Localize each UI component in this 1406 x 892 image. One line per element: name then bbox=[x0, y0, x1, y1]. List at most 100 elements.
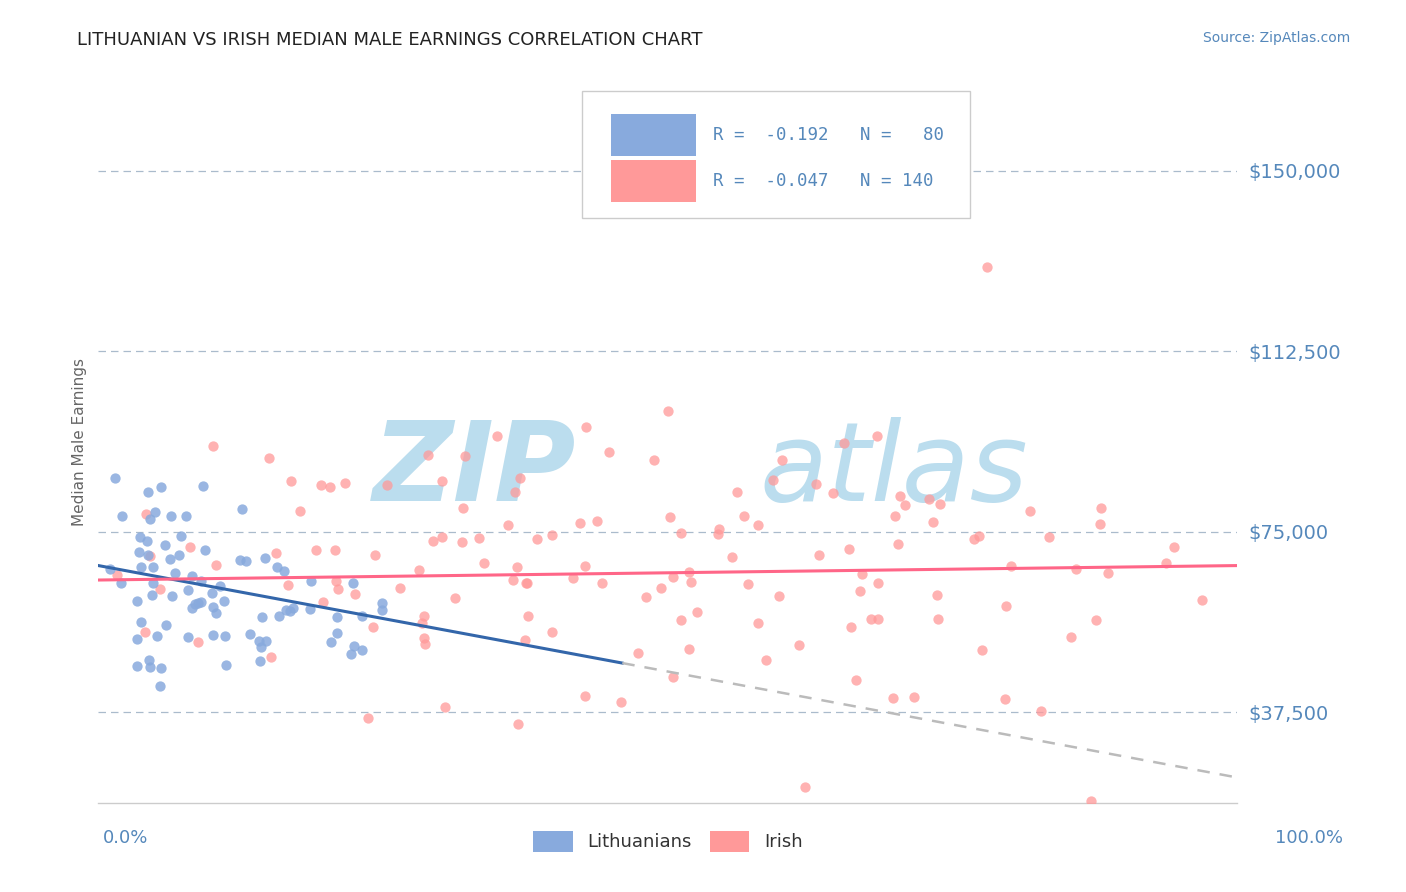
Point bbox=[1000, 559, 1022, 574]
Point bbox=[706, 527, 728, 541]
Point bbox=[183, 598, 205, 612]
Point bbox=[868, 612, 890, 626]
Point bbox=[138, 653, 160, 667]
Text: LITHUANIAN VS IRISH MEDIAN MALE EARNINGS CORRELATION CHART: LITHUANIAN VS IRISH MEDIAN MALE EARNINGS… bbox=[77, 31, 703, 49]
Point bbox=[202, 628, 225, 642]
Point bbox=[214, 629, 236, 643]
Point bbox=[177, 630, 200, 644]
Point bbox=[323, 542, 346, 557]
Point bbox=[610, 695, 633, 709]
Point bbox=[155, 538, 177, 552]
Point bbox=[149, 661, 172, 675]
Point bbox=[254, 633, 277, 648]
Point bbox=[343, 640, 366, 654]
Point bbox=[598, 445, 620, 459]
Point bbox=[413, 631, 436, 645]
Point bbox=[160, 508, 183, 523]
Point bbox=[169, 548, 191, 562]
Point bbox=[1019, 504, 1042, 518]
Point bbox=[1163, 541, 1185, 555]
Point bbox=[868, 575, 890, 590]
Point bbox=[250, 640, 273, 654]
Point bbox=[408, 563, 430, 577]
Point bbox=[468, 531, 491, 545]
Point bbox=[866, 429, 889, 443]
Point bbox=[136, 485, 159, 500]
Point bbox=[231, 502, 253, 516]
Legend: Lithuanians, Irish: Lithuanians, Irish bbox=[526, 823, 810, 859]
Point bbox=[451, 500, 474, 515]
Point bbox=[592, 575, 614, 590]
Point bbox=[737, 577, 759, 591]
Point bbox=[389, 581, 412, 595]
Point bbox=[281, 600, 304, 615]
Point bbox=[661, 569, 683, 583]
Point bbox=[472, 556, 495, 570]
Point bbox=[845, 673, 868, 688]
Point bbox=[342, 576, 364, 591]
Point bbox=[139, 659, 162, 673]
Point bbox=[190, 574, 212, 588]
Point bbox=[453, 450, 475, 464]
Point bbox=[186, 635, 208, 649]
Point bbox=[413, 608, 436, 623]
Point bbox=[325, 574, 347, 589]
Point bbox=[174, 509, 197, 524]
Point bbox=[142, 575, 165, 590]
Point bbox=[575, 420, 598, 434]
Point bbox=[264, 546, 287, 560]
Point bbox=[104, 471, 127, 485]
Point bbox=[357, 711, 380, 725]
Point bbox=[434, 699, 457, 714]
Point bbox=[516, 575, 538, 590]
Point bbox=[541, 528, 564, 542]
Point bbox=[128, 544, 150, 558]
Point bbox=[205, 606, 228, 620]
Point bbox=[506, 560, 529, 574]
Point bbox=[155, 618, 177, 632]
Point bbox=[995, 599, 1018, 613]
Point bbox=[127, 658, 149, 673]
Point bbox=[657, 404, 679, 418]
Point bbox=[273, 565, 295, 579]
Point bbox=[1097, 566, 1119, 580]
Point bbox=[280, 474, 302, 488]
Point bbox=[967, 529, 990, 543]
Point bbox=[139, 512, 162, 526]
Point bbox=[1080, 794, 1102, 808]
Point bbox=[851, 567, 873, 582]
Point bbox=[146, 629, 169, 643]
Point bbox=[249, 654, 271, 668]
Point bbox=[963, 532, 986, 546]
Point bbox=[110, 576, 132, 591]
Point bbox=[839, 619, 862, 633]
Point bbox=[375, 478, 398, 492]
Point bbox=[319, 480, 342, 494]
Point bbox=[515, 575, 537, 590]
Point bbox=[111, 508, 134, 523]
Point bbox=[502, 573, 524, 587]
Point bbox=[288, 504, 311, 518]
Point bbox=[299, 602, 322, 616]
Point bbox=[170, 529, 193, 543]
Point bbox=[747, 518, 769, 533]
Point bbox=[643, 452, 665, 467]
Point bbox=[159, 552, 181, 566]
Point bbox=[686, 605, 709, 619]
Point bbox=[312, 595, 335, 609]
Point bbox=[305, 542, 328, 557]
Point bbox=[352, 609, 374, 624]
Point bbox=[994, 692, 1017, 706]
Point bbox=[138, 549, 160, 563]
Point bbox=[201, 586, 224, 600]
Point bbox=[136, 548, 159, 562]
Point bbox=[526, 532, 548, 546]
Point bbox=[1085, 613, 1108, 627]
Point bbox=[250, 609, 273, 624]
Point bbox=[190, 595, 212, 609]
Point bbox=[823, 486, 845, 500]
Point bbox=[574, 689, 596, 703]
Point bbox=[370, 596, 392, 610]
Point bbox=[136, 534, 159, 549]
Point bbox=[707, 522, 730, 536]
